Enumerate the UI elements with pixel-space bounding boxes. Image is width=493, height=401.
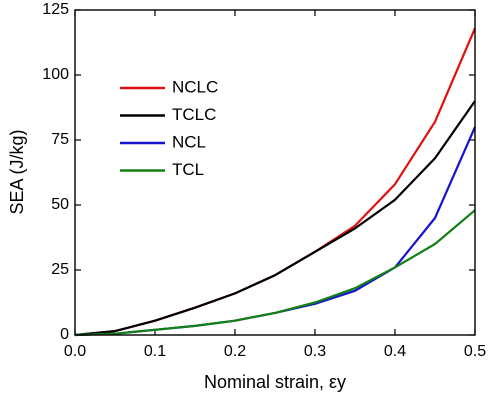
y-tick-label: 25 xyxy=(51,261,69,278)
y-tick-label: 75 xyxy=(51,131,69,148)
series-line xyxy=(74,100,476,337)
legend-label: TCLC xyxy=(172,105,216,124)
y-tick-label: 100 xyxy=(42,66,69,83)
series-line xyxy=(74,209,476,337)
y-tick-label: 0 xyxy=(60,326,69,343)
x-tick-label: 0.4 xyxy=(384,343,406,360)
plot-frame xyxy=(74,9,476,336)
legend-label: NCLC xyxy=(172,77,218,96)
x-tick-label: 0.0 xyxy=(64,343,86,360)
x-tick-label: 0.1 xyxy=(144,343,166,360)
x-axis-label: Nominal strain, εy xyxy=(204,372,346,392)
series-line xyxy=(74,27,477,337)
y-tick-label: 125 xyxy=(42,1,69,18)
y-axis-label: SEA (J/kg) xyxy=(7,129,27,214)
series-line xyxy=(74,126,477,337)
legend-label: TCL xyxy=(172,160,204,179)
x-tick-label: 0.2 xyxy=(224,343,246,360)
y-tick-label: 50 xyxy=(51,196,69,213)
legend-label: NCL xyxy=(172,132,206,151)
x-tick-label: 0.3 xyxy=(304,343,326,360)
x-tick-label: 0.5 xyxy=(464,343,486,360)
